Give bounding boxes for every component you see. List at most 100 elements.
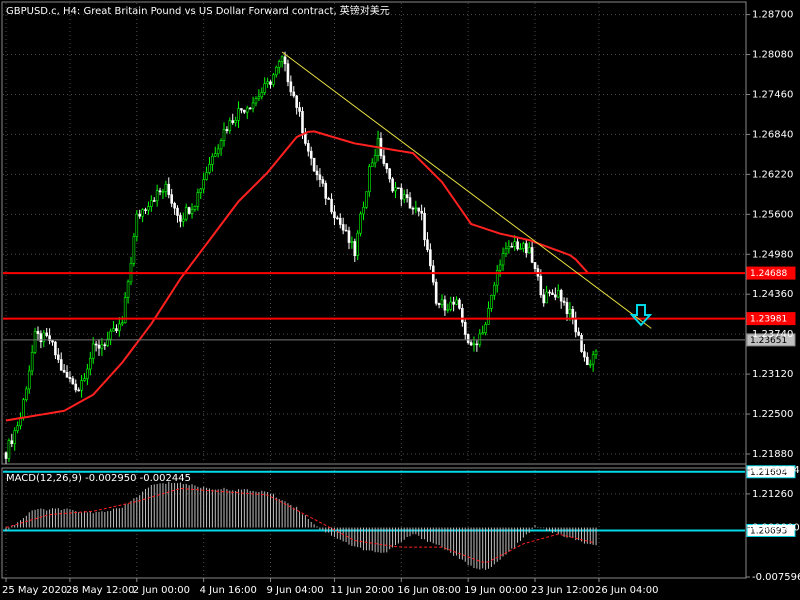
candle-body <box>54 341 57 356</box>
horizontal-levels[interactable]: 1.24688 1.23981 1.23651 1.21604 1.20693 <box>3 266 796 537</box>
candle-body <box>356 232 360 256</box>
candle-body <box>338 217 342 225</box>
candle-body <box>469 342 473 346</box>
down-arrow-icon[interactable] <box>629 304 653 327</box>
candle-body <box>443 299 447 311</box>
price-tick-label: 1.26220 <box>752 169 793 180</box>
candle-body <box>150 200 153 207</box>
level-price-badge <box>746 312 796 326</box>
candle-series <box>4 51 598 464</box>
candle-body <box>461 308 464 323</box>
time-tick-label: 9 Jun 04:00 <box>267 585 324 596</box>
candle-body <box>327 198 330 200</box>
candle-body <box>57 354 60 360</box>
price-tick-label: 1.24360 <box>752 289 793 300</box>
candle-body <box>16 425 19 432</box>
candle-body <box>408 197 412 209</box>
candle-body <box>507 245 511 250</box>
candle-body <box>368 166 371 193</box>
candle-body <box>391 178 394 192</box>
candle-body <box>240 108 243 111</box>
price-tick-label: 1.22500 <box>752 409 793 420</box>
candle-body <box>306 143 310 152</box>
candle-body <box>167 183 171 195</box>
candle-body <box>263 83 266 93</box>
candle-body <box>533 262 537 269</box>
candle-body <box>513 241 516 247</box>
candle-body <box>472 343 476 346</box>
candle-body <box>318 174 322 180</box>
chart-title: GBPUSD.c, H4: Great Britain Pound vs US … <box>6 4 390 17</box>
candle-body <box>120 322 124 325</box>
candle-body <box>295 95 298 108</box>
trendline[interactable] <box>281 51 652 329</box>
candle-body <box>182 218 185 222</box>
candle-body <box>190 209 194 214</box>
time-tick-label: 26 Jun 04:00 <box>595 585 659 596</box>
candle-body <box>126 281 130 298</box>
time-tick-label: 11 Jun 20:00 <box>330 585 394 596</box>
candle-body <box>71 378 75 385</box>
candle-body <box>423 212 426 241</box>
candle-body <box>522 243 525 249</box>
candle-body <box>106 338 110 346</box>
candle-body <box>22 399 25 419</box>
candle-body <box>155 190 159 202</box>
candle-body <box>222 129 226 141</box>
candle-body <box>158 190 162 193</box>
candle-body <box>481 332 484 335</box>
candle-body <box>205 172 208 180</box>
candle-body <box>330 198 333 213</box>
candle-body <box>429 249 432 267</box>
candle-body <box>359 213 362 234</box>
candle-body <box>370 162 374 167</box>
candle-body <box>231 120 235 123</box>
candle-body <box>588 363 592 366</box>
level-price-label: 1.23981 <box>750 315 787 325</box>
candle-body <box>405 194 409 198</box>
candle-body <box>490 294 493 309</box>
candle-body <box>83 378 86 381</box>
candle-body <box>397 187 400 190</box>
candle-body <box>458 299 461 309</box>
price-tick-label: 1.23120 <box>752 369 793 380</box>
candle-body <box>594 350 598 356</box>
candle-body <box>147 206 150 211</box>
price-tick-label: 1.23740 <box>752 329 793 340</box>
candle-body <box>341 224 345 231</box>
candle-body <box>455 299 458 305</box>
price-panel[interactable] <box>1 1 747 465</box>
candle-body <box>39 333 43 343</box>
grid-lines <box>3 3 745 495</box>
candle-body <box>565 302 569 315</box>
price-tick-label: 1.21880 <box>752 449 793 460</box>
candle-body <box>30 352 34 372</box>
trendline-path <box>281 51 652 329</box>
candle-body <box>237 108 240 121</box>
candle-body <box>504 248 508 254</box>
candle-body <box>277 61 281 68</box>
candle-body <box>309 150 313 159</box>
candle-body <box>144 209 147 211</box>
candle-body <box>315 170 319 176</box>
candle-body <box>353 241 357 256</box>
candle-body <box>426 239 429 251</box>
time-tick-label: 16 Jun 08:00 <box>397 585 461 596</box>
candle-body <box>36 330 40 334</box>
candle-body <box>48 335 51 341</box>
candle-body <box>266 81 269 85</box>
candle-body <box>440 299 444 306</box>
candle-body <box>68 377 72 379</box>
level-price-badge <box>746 465 796 479</box>
candle-body <box>243 109 246 113</box>
candle-body <box>414 207 418 210</box>
candle-body <box>495 269 499 286</box>
candle-body <box>402 194 406 200</box>
price-axis[interactable]: 1.28700 1.28080 1.27460 1.26840 1.26220 1.256… <box>746 10 793 500</box>
candle-body <box>193 206 197 210</box>
candle-body <box>42 332 46 343</box>
candle-body <box>77 389 80 392</box>
candle-body <box>118 323 121 331</box>
